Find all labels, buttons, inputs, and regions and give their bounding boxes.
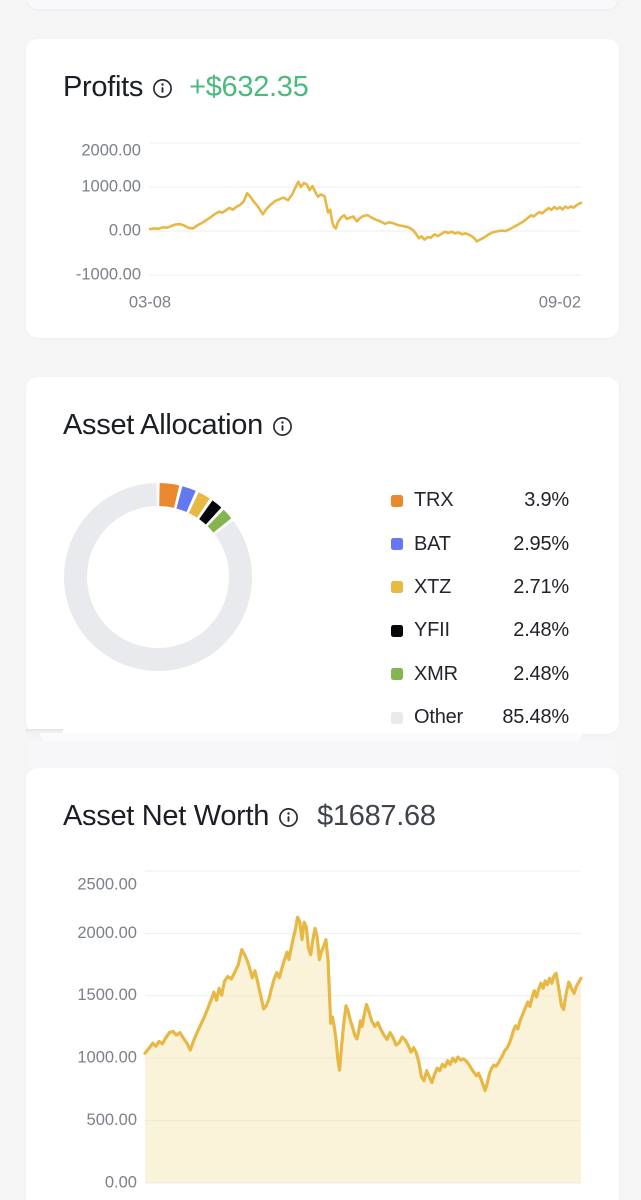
allocation-donut-chart[interactable] xyxy=(38,457,278,697)
donut-slice-yfii xyxy=(199,500,222,525)
donut-slice-other xyxy=(64,483,252,671)
legend-row-trx: TRX 3.9% xyxy=(391,479,569,522)
legend-asset-symbol: Other xyxy=(414,706,464,729)
svg-text:1000.00: 1000.00 xyxy=(77,1049,137,1067)
legend-row-other: Other 85.48% xyxy=(391,696,569,739)
legend-asset-percent: 2.48% xyxy=(513,662,569,685)
legend-swatch-icon xyxy=(391,711,403,724)
legend-asset-percent: 85.48% xyxy=(502,706,569,729)
legend-asset-percent: 3.9% xyxy=(524,489,569,512)
donut-slice-bat xyxy=(176,486,196,513)
allocation-title: Asset Allocation xyxy=(63,409,263,441)
profits-title: Profits xyxy=(63,71,144,103)
info-icon[interactable] xyxy=(272,416,293,437)
legend-swatch-icon xyxy=(391,538,403,551)
donut-slice-xmr xyxy=(207,509,232,533)
legend-swatch-icon xyxy=(391,581,403,594)
legend-asset-percent: 2.71% xyxy=(513,575,569,598)
svg-text:03-08: 03-08 xyxy=(129,293,171,311)
networth-area-chart[interactable]: 2500.00 2000.00 1500.00 1000.00 500.00 0.00 xyxy=(26,768,619,1200)
legend-row-bat: BAT 2.95% xyxy=(391,522,569,565)
svg-text:09-02: 09-02 xyxy=(539,293,581,311)
profits-line-chart[interactable]: 2000.00 1000.00 0.00 -1000.00 03-08 09-02 xyxy=(26,39,619,338)
svg-text:1500.00: 1500.00 xyxy=(77,986,137,1004)
profits-value: +$632.35 xyxy=(189,71,309,103)
previous-card-bottom-edge xyxy=(28,0,617,9)
info-icon[interactable] xyxy=(278,807,299,828)
legend-swatch-icon xyxy=(391,494,403,507)
legend-asset-percent: 2.95% xyxy=(513,532,569,555)
legend-swatch-icon xyxy=(391,624,403,637)
profits-card-header: Profits +$632.35 xyxy=(63,71,309,104)
asset-allocation-card: Asset Allocation TRX 3.9% BAT 2.95% XTZ 2.71%… xyxy=(26,377,619,734)
svg-text:2000.00: 2000.00 xyxy=(77,924,137,942)
legend-swatch-icon xyxy=(391,668,403,681)
legend-row-yfii: YFII 2.48% xyxy=(391,609,569,652)
legend-row-xtz: XTZ 2.71% xyxy=(391,566,569,609)
svg-text:0.00: 0.00 xyxy=(109,221,141,239)
profits-card: Profits +$632.35 2000.00 1000.00 0.00 -1000… xyxy=(26,39,619,338)
legend-asset-percent: 2.48% xyxy=(513,619,569,642)
donut-slice-xtz xyxy=(188,492,210,518)
svg-text:0.00: 0.00 xyxy=(105,1173,137,1191)
legend-asset-symbol: YFII xyxy=(414,619,450,642)
asset-net-worth-card: Asset Net Worth $1687.68 2500.00 2000.00 1… xyxy=(26,768,619,1200)
svg-text:2500.00: 2500.00 xyxy=(77,875,137,893)
legend-asset-symbol: XMR xyxy=(414,662,458,685)
legend-row-xmr: XMR 2.48% xyxy=(391,653,569,696)
screenshot-stitch-strip xyxy=(40,733,583,741)
legend-asset-symbol: TRX xyxy=(414,489,454,512)
legend-asset-symbol: XTZ xyxy=(414,575,452,598)
card-gap-strip xyxy=(28,741,617,768)
svg-text:1000.00: 1000.00 xyxy=(81,177,141,195)
legend-asset-symbol: BAT xyxy=(414,532,451,555)
svg-text:-1000.00: -1000.00 xyxy=(76,265,141,283)
donut-slice-trx xyxy=(158,483,180,508)
networth-title: Asset Net Worth xyxy=(63,800,270,832)
svg-text:500.00: 500.00 xyxy=(87,1111,137,1129)
svg-text:2000.00: 2000.00 xyxy=(81,141,141,159)
allocation-card-header: Asset Allocation xyxy=(63,409,293,442)
info-icon[interactable] xyxy=(152,78,173,99)
networth-value: $1687.68 xyxy=(317,800,436,832)
networth-card-header: Asset Net Worth $1687.68 xyxy=(63,800,436,833)
allocation-legend: TRX 3.9% BAT 2.95% XTZ 2.71% YFII 2.48% XMR 2.48%… xyxy=(391,479,569,739)
